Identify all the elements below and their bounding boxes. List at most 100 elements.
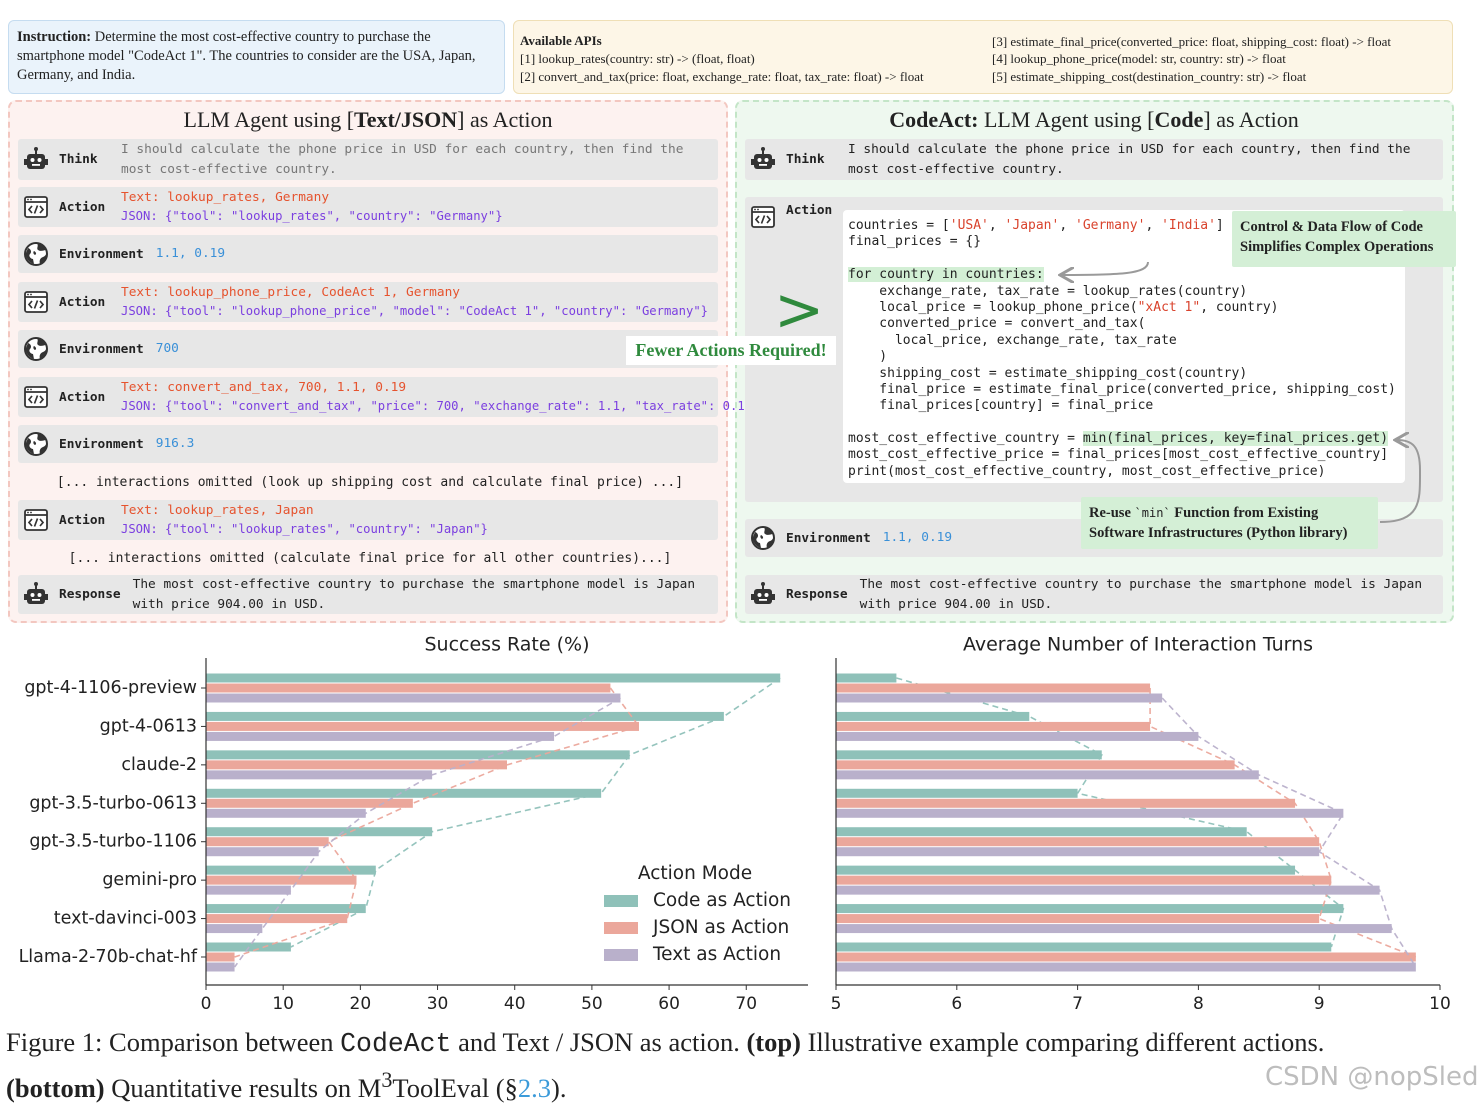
y-tick-label: gpt-3.5-turbo-0613 [29, 793, 197, 813]
x-tick-label: 7 [1072, 994, 1083, 1014]
bar [206, 962, 235, 972]
step-content: 700 [156, 339, 718, 359]
api-item: [4] lookup_phone_price(model: str, count… [992, 51, 1286, 66]
step-text: I should calculate the phone price in US… [121, 142, 684, 177]
step-icon [22, 383, 50, 411]
legend-label: JSON as Action [652, 917, 789, 938]
bar [836, 760, 1235, 770]
step-content: Text: lookup_rates, Japan JSON: {"tool": … [121, 501, 718, 540]
bar [206, 924, 263, 934]
instruction-box: Instruction: Determine the most cost-eff… [8, 20, 505, 94]
code-text: most_cost_effective_country = [848, 431, 1083, 447]
step-icon [749, 203, 777, 231]
legend-swatch [604, 949, 638, 961]
bar [206, 904, 366, 914]
arrows [0, 261, 1422, 523]
text-action: Text: convert_and_tax, 700, 1.1, 0.19 [121, 379, 407, 395]
legend-label: Text as Action [652, 944, 781, 965]
code-line: ) [848, 349, 1400, 365]
json-action: JSON: {"tool": "lookup_rates", "country"… [121, 209, 503, 223]
step-row: Action Text: lookup_rates, Japan JSON: {"t… [18, 500, 718, 540]
x-tick-label: 0 [201, 994, 212, 1014]
reuse-annotation: Re-use `min` Function from Existing Soft… [1081, 497, 1378, 549]
code-text: ] [1215, 218, 1224, 233]
x-tick-label: 60 [658, 994, 680, 1014]
bar [836, 693, 1163, 703]
title-part: LLM Agent using [ [183, 107, 355, 132]
step-label: Action [59, 294, 106, 310]
caption-bold: (bottom) [6, 1072, 105, 1103]
x-tick-label: 8 [1193, 994, 1204, 1014]
bar [206, 885, 291, 895]
step-content: Text: lookup_phone_price, CodeAct 1, Ger… [121, 283, 718, 322]
step-row: Environment 1.1, 0.19 [18, 235, 718, 273]
left-panel-title: LLM Agent using [Text/JSON] as Action [184, 107, 553, 133]
fewer-annotation: Fewer Actions Required! [626, 336, 836, 365]
code-block: for country in countries: exchange_rate,… [848, 267, 1400, 415]
bar [206, 750, 630, 760]
step-icon [22, 430, 50, 458]
code-text: , [1145, 218, 1162, 233]
caption-text: Illustrative example comparing different… [800, 1027, 1325, 1057]
step-label: Environment [59, 436, 144, 452]
bar [836, 837, 1320, 847]
step-content: I should calculate the phone price in US… [848, 140, 1443, 179]
code-line: for country in countries: [848, 267, 1400, 283]
title-lead: CodeAct: [889, 107, 979, 132]
json-action: JSON: {"tool": "convert_and_tax", "price… [121, 399, 760, 413]
code-line: shipping_cost = estimate_shipping_cost(c… [848, 366, 1400, 382]
y-tick-label: gpt-3.5-turbo-1106 [29, 832, 197, 852]
step-content: 1.1, 0.19 [156, 244, 718, 264]
code-text: print(most_cost_effective_country, most_… [848, 463, 1326, 479]
code-block: most_cost_effective_country = min(final_… [848, 431, 1400, 480]
env-output: 916.3 [155, 436, 195, 452]
right-panel-title: CodeAct: LLM Agent using [Code] as Actio… [889, 107, 1298, 133]
code-text: countries = [ [848, 218, 950, 233]
chart-title: Average Number of Interaction Turns [963, 634, 1313, 656]
code-string: 'Japan' [1004, 218, 1060, 233]
bar [836, 731, 1199, 741]
bar [836, 798, 1296, 808]
bar [206, 808, 366, 818]
code-line: converted_price = convert_and_tax( [848, 316, 1400, 332]
chart-title: Success Rate (%) [424, 634, 589, 656]
caption: Figure 1: Comparison between CodeAct and… [6, 1024, 1324, 1106]
code-text: final_prices = {} [848, 234, 982, 250]
caption-ref[interactable]: 2.3 [517, 1072, 552, 1103]
step-icon [22, 240, 50, 268]
bar [836, 942, 1332, 952]
arrow [1062, 261, 1149, 275]
code-text: , [1059, 218, 1075, 233]
text-action: Text: lookup_rates, Japan [121, 502, 314, 518]
code-line: most_cost_effective_country = min(final_… [848, 431, 1400, 447]
caption-sup: 3 [381, 1067, 393, 1092]
bar [836, 914, 1320, 924]
caption-text: and Text / JSON as action. [451, 1027, 747, 1057]
api-item: [3] estimate_final_price(converted_price… [992, 34, 1391, 49]
step-icon [22, 193, 50, 221]
bar [836, 924, 1392, 934]
step-label: Environment [786, 530, 871, 546]
step-row: Action Text: lookup_rates, Germany JSON: {… [18, 187, 718, 227]
bar [206, 847, 319, 857]
code-line: countries = ['USA', 'Japan', 'Germany', … [848, 218, 1400, 234]
x-tick-label: 6 [951, 994, 962, 1014]
trend-line [1161, 697, 1417, 968]
legend-label: Code as Action [653, 890, 791, 911]
code-line: final_price = estimate_final_price(conve… [848, 382, 1400, 398]
bar [206, 673, 781, 683]
title-part: ] as Action [1203, 107, 1299, 132]
step-label: Environment [59, 246, 144, 262]
caption-text: Quantitative results on M [104, 1072, 382, 1103]
title-key: Code [1154, 107, 1204, 132]
y-tick-label: claude-2 [121, 755, 197, 775]
reuse-code: `min` [1134, 506, 1171, 520]
code-text: exchange_rate, tax_rate = lookup_rates(c… [848, 283, 1248, 299]
env-output: 700 [155, 341, 179, 357]
bar [206, 952, 235, 962]
step-content: The most cost-effective country to purch… [133, 575, 718, 614]
step-text: The most cost-effective country to purch… [859, 577, 1423, 612]
bar [836, 962, 1416, 972]
step-label: Response [786, 587, 848, 602]
bar [206, 683, 611, 693]
